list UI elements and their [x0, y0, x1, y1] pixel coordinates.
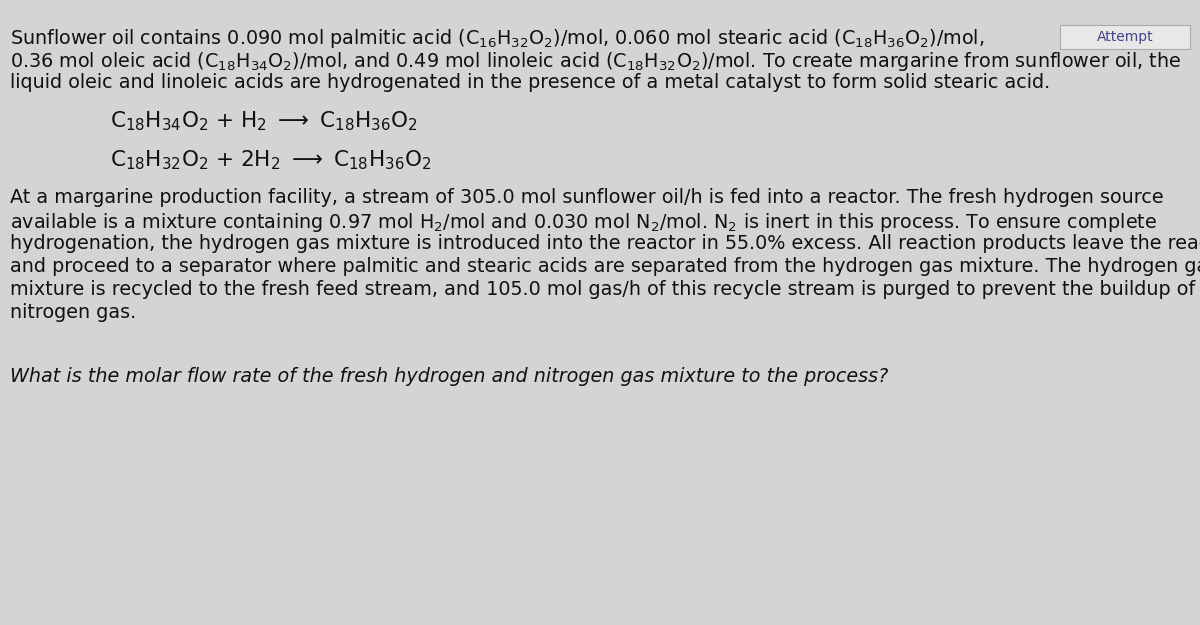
Text: and proceed to a separator where palmitic and stearic acids are separated from t: and proceed to a separator where palmiti…: [10, 257, 1200, 276]
Text: What is the molar flow rate of the fresh hydrogen and nitrogen gas mixture to th: What is the molar flow rate of the fresh…: [10, 368, 888, 386]
Text: available is a mixture containing 0.97 mol H$_{2}$/mol and 0.030 mol N$_{2}$/mol: available is a mixture containing 0.97 m…: [10, 211, 1157, 234]
Text: At a margarine production facility, a stream of 305.0 mol sunflower oil/h is fed: At a margarine production facility, a st…: [10, 188, 1164, 207]
Text: C$_{18}$H$_{32}$O$_{2}$ + 2H$_{2}$ $\longrightarrow$ C$_{18}$H$_{36}$O$_{2}$: C$_{18}$H$_{32}$O$_{2}$ + 2H$_{2}$ $\lon…: [110, 149, 432, 173]
Text: Attempt: Attempt: [1097, 30, 1153, 44]
Text: C$_{18}$H$_{34}$O$_{2}$ + H$_{2}$ $\longrightarrow$ C$_{18}$H$_{36}$O$_{2}$: C$_{18}$H$_{34}$O$_{2}$ + H$_{2}$ $\long…: [110, 110, 418, 133]
Text: liquid oleic and linoleic acids are hydrogenated in the presence of a metal cata: liquid oleic and linoleic acids are hydr…: [10, 73, 1050, 92]
FancyBboxPatch shape: [1060, 25, 1190, 49]
Text: Sunflower oil contains 0.090 mol palmitic acid (C$_{16}$H$_{32}$O$_{2}$)/mol, 0.: Sunflower oil contains 0.090 mol palmiti…: [10, 27, 984, 50]
Text: nitrogen gas.: nitrogen gas.: [10, 303, 137, 322]
Text: 0.36 mol oleic acid (C$_{18}$H$_{34}$O$_{2}$)/mol, and 0.49 mol linoleic acid (C: 0.36 mol oleic acid (C$_{18}$H$_{34}$O$_…: [10, 50, 1181, 73]
Text: hydrogenation, the hydrogen gas mixture is introduced into the reactor in 55.0% : hydrogenation, the hydrogen gas mixture …: [10, 234, 1200, 253]
Text: mixture is recycled to the fresh feed stream, and 105.0 mol gas/h of this recycl: mixture is recycled to the fresh feed st…: [10, 280, 1195, 299]
